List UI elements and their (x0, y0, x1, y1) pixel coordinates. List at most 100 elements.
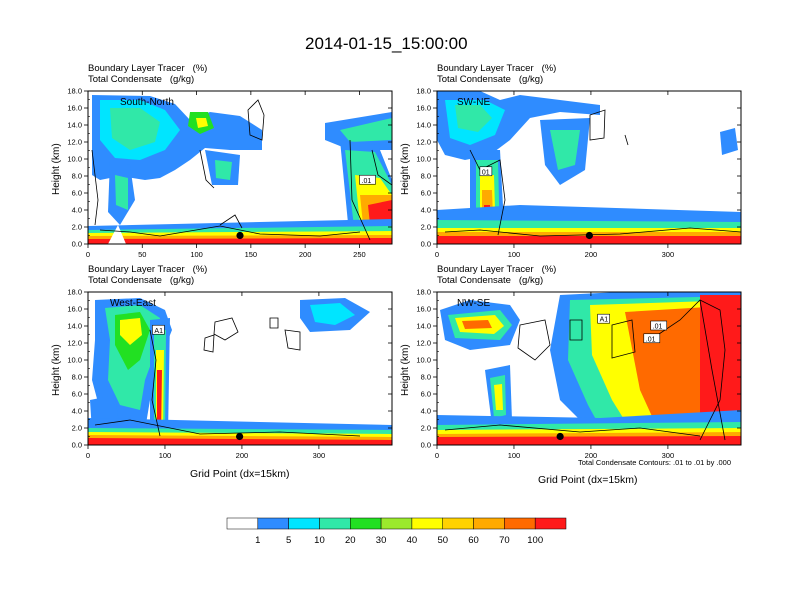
contour-label: .01 (653, 324, 663, 331)
panel-tl-fill (88, 95, 392, 244)
panel-tl-section-label: South-North (120, 97, 174, 108)
x-tick-label: 300 (313, 451, 326, 460)
contour-label-box (597, 313, 610, 324)
overlay-units: (g/kg) (518, 275, 544, 286)
y-tick-label: 10.0 (416, 155, 431, 164)
y-tick-label: 4.0 (72, 407, 82, 416)
colorbar-swatch (288, 517, 320, 530)
contour-label: A1 (154, 328, 163, 335)
y-tick-label: 10.0 (67, 356, 82, 365)
y-tick-label: 6.0 (72, 390, 82, 399)
colorbar-swatch (350, 517, 382, 530)
panel-br-header: Boundary Layer Tracer (%) Total Condensa… (437, 264, 556, 286)
y-tick-label: 0.0 (72, 441, 82, 450)
colorbar-label: 50 (437, 535, 448, 546)
y-tick-label: 2.0 (421, 223, 431, 232)
x-tick-label: 200 (299, 250, 312, 259)
field-label: Boundary Layer Tracer (88, 264, 185, 275)
x-tick-label: 0 (86, 250, 90, 259)
y-tick-label: 18.0 (416, 288, 431, 297)
y-tick-label: 16.0 (67, 305, 82, 314)
x-tick-label: 300 (662, 250, 675, 259)
y-tick-label: 14.0 (416, 121, 431, 130)
colorbar-label: 30 (376, 535, 387, 546)
x-tick-label: 200 (585, 451, 598, 460)
colorbar-swatch (319, 517, 351, 530)
colorbar-swatch (442, 517, 474, 530)
y-tick-label: 14.0 (416, 322, 431, 331)
y-tick-label: 0.0 (421, 441, 431, 450)
contour-label-box (643, 333, 661, 344)
colorbar-swatch (257, 517, 289, 530)
x-tick-label: 0 (435, 451, 439, 460)
y-tick-label: 6.0 (72, 189, 82, 198)
location-marker (556, 432, 564, 441)
y-tick-label: 12.0 (416, 138, 431, 147)
y-tick-label: 14.0 (67, 322, 82, 331)
x-tick-label: 300 (662, 451, 675, 460)
contour-label-box (152, 324, 165, 335)
y-tick-label: 6.0 (421, 189, 431, 198)
panel-tr-contours (444, 109, 741, 237)
x-tick-label: 0 (435, 250, 439, 259)
contour-note: Total Condensate Contours: .01 to .01 by… (578, 458, 732, 467)
overlay-units: (g/kg) (169, 74, 195, 85)
contour-label: 01 (482, 169, 490, 176)
y-tick-label: 18.0 (416, 87, 431, 96)
panel-tl-header: Boundary Layer Tracer (%) Total Condensa… (88, 63, 207, 85)
panel-tr-section-label: SW-NE (457, 97, 490, 108)
colorbar-label: 20 (345, 535, 356, 546)
y-tick-label: 10.0 (67, 155, 82, 164)
field-units: (%) (192, 264, 208, 275)
field-label: Boundary Layer Tracer (88, 63, 185, 74)
y-tick-label: 2.0 (72, 223, 82, 232)
panel-bl-section-label: West-East (110, 298, 156, 309)
panel-tr-header: Boundary Layer Tracer (%) Total Condensa… (437, 63, 556, 85)
contour-label: .01 (362, 178, 372, 185)
colorbar-label: 70 (499, 535, 510, 546)
x-tick-label: 100 (508, 451, 521, 460)
y-tick-label: 2.0 (72, 424, 82, 433)
y-tick-label: 6.0 (421, 390, 431, 399)
panel-br-contours (444, 299, 726, 441)
overlay-label: Total Condensate (88, 74, 162, 85)
colorbar-swatch (504, 517, 536, 530)
x-tick-label: 150 (245, 250, 258, 259)
colorbar-label: 60 (468, 535, 479, 546)
y-tick-label: 8.0 (421, 373, 431, 382)
field-units: (%) (541, 264, 557, 275)
location-marker (585, 231, 593, 240)
colorbar-swatch (411, 517, 443, 530)
field-units: (%) (541, 63, 557, 74)
x-tick-label: 200 (585, 250, 598, 259)
colorbar-swatch (380, 517, 413, 530)
y-tick-label: 8.0 (72, 172, 82, 181)
y-tick-label: 10.0 (416, 356, 431, 365)
colorbar-label: 40 (407, 535, 418, 546)
panel-br-xlabel: Grid Point (dx=15km) (538, 474, 638, 486)
panel-br-section-label: NW-SE (457, 298, 490, 309)
y-tick-label: 0.0 (72, 240, 82, 249)
y-tick-label: 14.0 (67, 121, 82, 130)
field-label: Boundary Layer Tracer (437, 63, 534, 74)
overlay-label: Total Condensate (88, 275, 162, 286)
location-marker (236, 231, 244, 240)
colorbar-label: 100 (527, 535, 543, 546)
contour-label: .01 (646, 336, 656, 343)
x-tick-label: 200 (236, 451, 249, 460)
panel-tl-contours (91, 99, 392, 241)
colorbar-swatch (534, 517, 567, 530)
y-tick-label: 16.0 (416, 305, 431, 314)
y-tick-label: 8.0 (421, 172, 431, 181)
x-tick-label: 100 (159, 451, 172, 460)
axes-layer: 0 50 100 150 200 250 0.0 2.0 4.0 6.0 8.0 10.0 12.0 14… (67, 87, 742, 460)
overlay-label: Total Condensate (437, 275, 511, 286)
y-tick-label: 18.0 (67, 87, 82, 96)
overlay-units: (g/kg) (518, 74, 544, 85)
contour-label-box (359, 174, 376, 185)
colorbar: 1 5 10 20 30 40 50 60 70 100 (226, 517, 567, 546)
field-units: (%) (192, 63, 208, 74)
contour-label: A1 (600, 317, 609, 324)
y-tick-label: 16.0 (67, 104, 82, 113)
